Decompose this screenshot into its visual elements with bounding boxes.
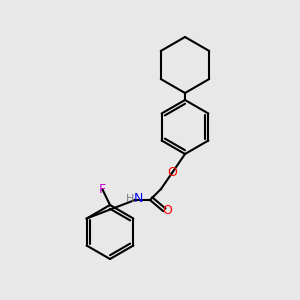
Text: O: O (167, 167, 177, 179)
Text: O: O (162, 203, 172, 217)
Text: H: H (126, 194, 134, 204)
Text: F: F (99, 183, 106, 196)
Text: N: N (133, 193, 143, 206)
